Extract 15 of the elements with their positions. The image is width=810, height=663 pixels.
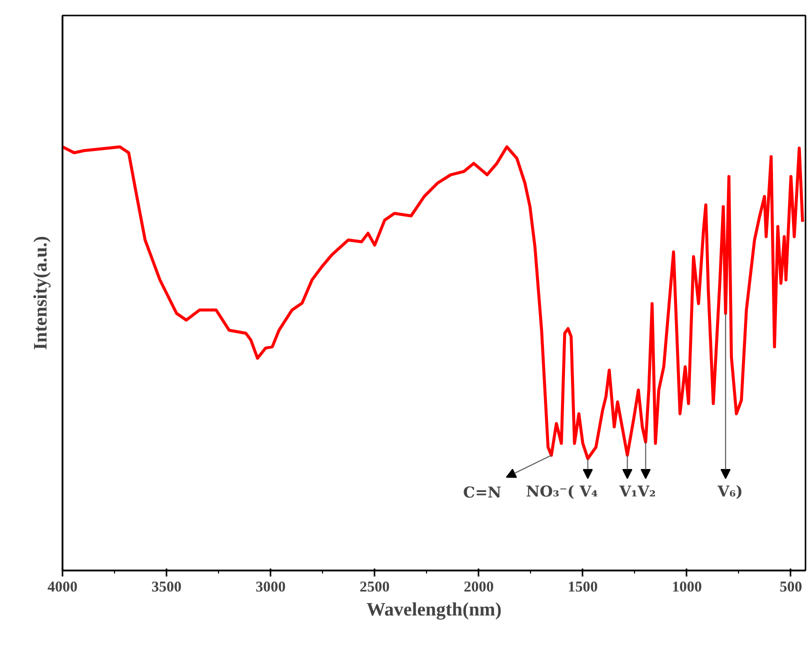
x-tick-label: 2500 [360, 580, 390, 596]
x-tick-label: 1000 [672, 580, 702, 596]
x-tick-label: 4000 [48, 580, 78, 596]
annotation: V₆) [716, 482, 743, 500]
y-axis-title: Intensity(a.u.) [30, 236, 52, 350]
x-tick-label: 2000 [464, 580, 494, 596]
x-tick-label: 500 [780, 580, 802, 596]
x-axis-title: Wavelength(nm) [366, 600, 502, 620]
annotation: V₁ [618, 482, 638, 500]
x-tick-label: 1500 [568, 580, 598, 596]
x-tick-label: 3000 [256, 580, 286, 596]
x-tick-label: 3500 [152, 580, 182, 596]
annotation: NO₃⁻( V₄ [526, 482, 598, 500]
annotation: V₂ [636, 482, 656, 500]
annotation: C=N [463, 483, 502, 502]
